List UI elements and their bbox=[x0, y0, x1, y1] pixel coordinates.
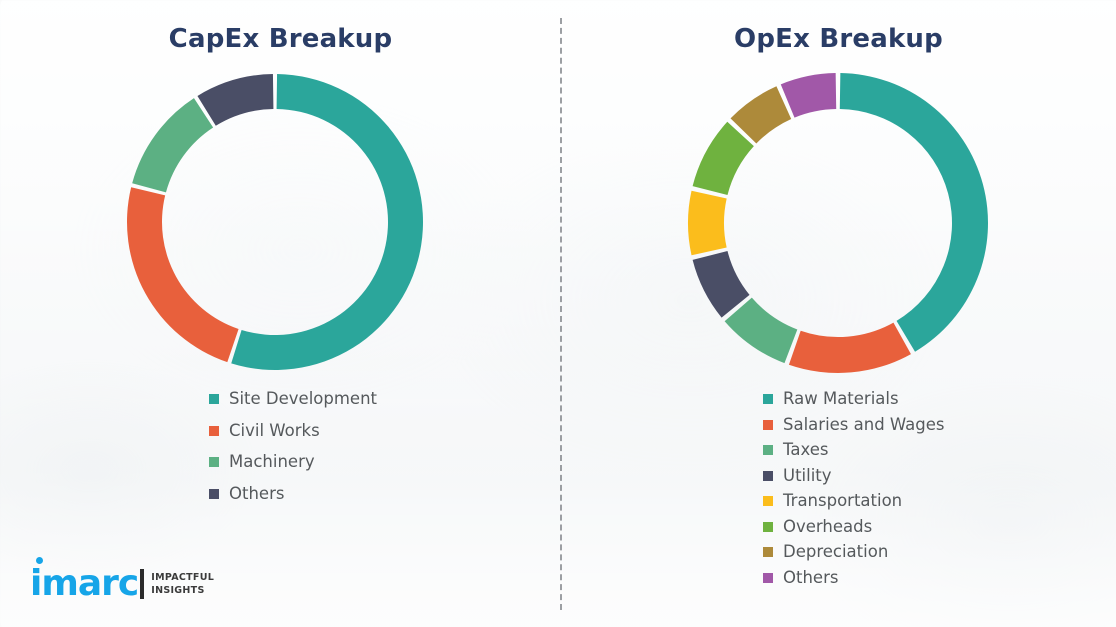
opex-donut-svg bbox=[688, 73, 988, 373]
donut-slice[interactable] bbox=[126, 187, 239, 363]
legend-label: Others bbox=[229, 483, 285, 503]
logo-tagline: IMPACTFUL INSIGHTS bbox=[151, 572, 214, 598]
legend-swatch-salaries-and-wages bbox=[763, 419, 773, 430]
legend-swatch-machinery bbox=[209, 457, 219, 468]
donut-slice[interactable] bbox=[132, 98, 214, 193]
opex-donut-chart bbox=[687, 72, 989, 374]
capex-donut-svg bbox=[126, 74, 423, 370]
logo-wordmark-wrap: imarc bbox=[30, 557, 139, 604]
legend-label: Overheads bbox=[783, 516, 873, 536]
logo-dot-icon bbox=[36, 557, 43, 564]
legend-swatch-others bbox=[209, 488, 219, 499]
capex-legend: Site Development Civil Works Machinery O… bbox=[209, 389, 378, 517]
legend-label: Site Development bbox=[229, 389, 378, 408]
legend-swatch-civil-works bbox=[209, 425, 219, 436]
legend-swatch-raw-materials bbox=[763, 394, 773, 405]
donut-slice[interactable] bbox=[231, 74, 423, 370]
legend-label: Salaries and Wages bbox=[783, 414, 945, 434]
legend-item[interactable]: Raw Materials bbox=[763, 389, 945, 408]
opex-legend: Raw Materials Salaries and Wages Taxes U… bbox=[763, 389, 945, 595]
imarc-logo: imarc IMPACTFUL INSIGHTS bbox=[30, 557, 214, 604]
logo-divider-bar bbox=[140, 569, 145, 599]
legend-item[interactable]: Salaries and Wages bbox=[763, 414, 945, 434]
logo-tagline-line2: INSIGHTS bbox=[151, 585, 205, 597]
donut-slice[interactable] bbox=[688, 190, 727, 256]
legend-item[interactable]: Transportation bbox=[763, 491, 945, 510]
logo-tagline-line1: IMPACTFUL bbox=[151, 572, 215, 584]
legend-swatch-overheads bbox=[763, 521, 773, 532]
legend-label: Transportation bbox=[783, 491, 903, 510]
legend-label: Utility bbox=[783, 465, 832, 485]
legend-item[interactable]: Others bbox=[763, 567, 945, 587]
capex-chart-title: CapEx Breakup bbox=[168, 24, 393, 54]
donut-slice[interactable] bbox=[724, 297, 798, 364]
donut-slice[interactable] bbox=[839, 73, 988, 352]
donut-slice[interactable] bbox=[197, 74, 274, 126]
legend-item[interactable]: Others bbox=[209, 483, 377, 503]
donut-slice[interactable] bbox=[780, 73, 837, 118]
legend-label: Taxes bbox=[783, 440, 829, 459]
panel-divider bbox=[560, 18, 562, 610]
legend-swatch-utility bbox=[763, 470, 773, 481]
legend-swatch-transportation bbox=[763, 496, 773, 507]
capex-panel: CapEx Breakup Site Development Civil Wor… bbox=[125, 24, 425, 517]
legend-label: Civil Works bbox=[229, 420, 320, 440]
legend-item[interactable]: Utility bbox=[763, 465, 945, 485]
legend-label: Depreciation bbox=[783, 542, 889, 561]
legend-label: Machinery bbox=[229, 452, 315, 471]
capex-donut-chart bbox=[125, 72, 425, 372]
logo-wordmark: imarc bbox=[30, 563, 139, 604]
legend-swatch-taxes bbox=[763, 445, 773, 456]
legend-swatch-site-development bbox=[209, 394, 219, 405]
donut-slice[interactable] bbox=[730, 86, 792, 144]
legend-swatch-others bbox=[763, 572, 773, 583]
legend-item[interactable]: Taxes bbox=[763, 440, 945, 459]
opex-chart-title: OpEx Breakup bbox=[734, 24, 943, 54]
legend-label: Others bbox=[783, 567, 839, 587]
legend-label: Raw Materials bbox=[783, 389, 899, 408]
legend-item[interactable]: Site Development bbox=[209, 389, 378, 408]
legend-item[interactable]: Machinery bbox=[209, 452, 377, 471]
donut-slice[interactable] bbox=[788, 322, 911, 373]
legend-swatch-depreciation bbox=[763, 547, 773, 558]
legend-item[interactable]: Depreciation bbox=[763, 542, 945, 561]
opex-panel: OpEx Breakup bbox=[561, 0, 1116, 627]
legend-item[interactable]: Overheads bbox=[763, 516, 945, 536]
donut-slice[interactable] bbox=[692, 251, 750, 318]
legend-item[interactable]: Civil Works bbox=[209, 420, 377, 440]
donut-slice[interactable] bbox=[692, 121, 754, 195]
